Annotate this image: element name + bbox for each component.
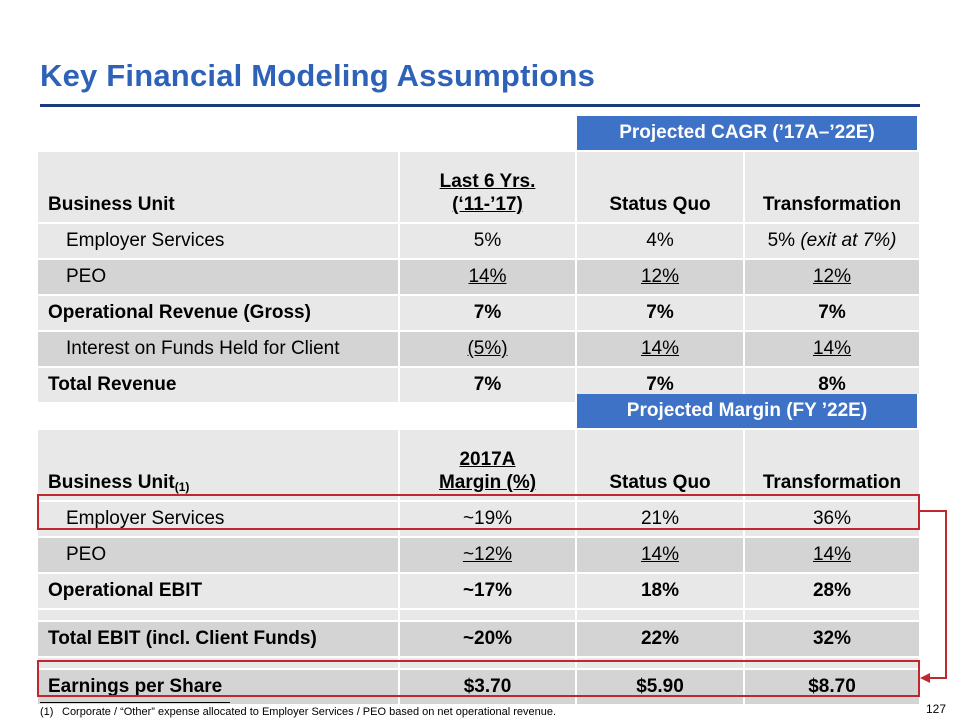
table-row: Earnings per Share $3.70 $5.90 $8.70 [38, 670, 919, 706]
page-number: 127 [925, 702, 946, 716]
cagr-table: Projected CAGR (’17A–’22E) Business Unit… [38, 116, 919, 404]
header-business-unit: Business Unit [38, 152, 400, 224]
table-row: Total EBIT (incl. Client Funds) ~20% 22%… [38, 622, 919, 658]
table-row: PEO 14% 12% 12% [38, 260, 919, 296]
spacer-row [38, 610, 919, 622]
table-row: PEO ~12% 14% 14% [38, 538, 919, 574]
page-title: Key Financial Modeling Assumptions [40, 58, 596, 93]
table-row: Employer Services ~19% 21% 36% [38, 502, 919, 538]
highlight-earnings-per-share [37, 660, 920, 697]
header-status-quo: Status Quo [577, 430, 745, 502]
cagr-band-row: Projected CAGR (’17A–’22E) [38, 116, 919, 152]
header-transformation: Transformation [745, 430, 919, 502]
margin-band-header: Projected Margin (FY ’22E) [577, 394, 919, 430]
cagr-band-header: Projected CAGR (’17A–’22E) [577, 116, 919, 152]
margin-table: Projected Margin (FY ’22E) Business Unit… [38, 394, 919, 706]
header-transformation: Transformation [745, 152, 919, 224]
table-row: Employer Services 5% 4% 5% (exit at 7%) [38, 224, 919, 260]
margin-band-row: Projected Margin (FY ’22E) [38, 394, 919, 430]
table-row: Operational Revenue (Gross) 7% 7% 7% [38, 296, 919, 332]
header-last-6-yrs: Last 6 Yrs. (‘11-’17) [400, 152, 577, 224]
header-business-unit: Business Unit (1) [38, 430, 400, 502]
footnote-divider [40, 702, 230, 703]
footnote: (1) Corporate / “Other” expense allocated… [40, 706, 557, 718]
cagr-column-headers: Business Unit Last 6 Yrs. (‘11-’17) Statu… [38, 152, 919, 224]
header-2017a-margin: 2017A Margin (%) [400, 430, 577, 502]
table-row: Operational EBIT ~17% 18% 28% [38, 574, 919, 610]
highlight-employer-services [37, 494, 920, 530]
header-status-quo: Status Quo [577, 152, 745, 224]
table-row: Interest on Funds Held for Client (5%) 1… [38, 332, 919, 368]
title-divider [40, 104, 920, 107]
margin-column-headers: Business Unit (1) 2017A Margin (%) Status … [38, 430, 919, 502]
